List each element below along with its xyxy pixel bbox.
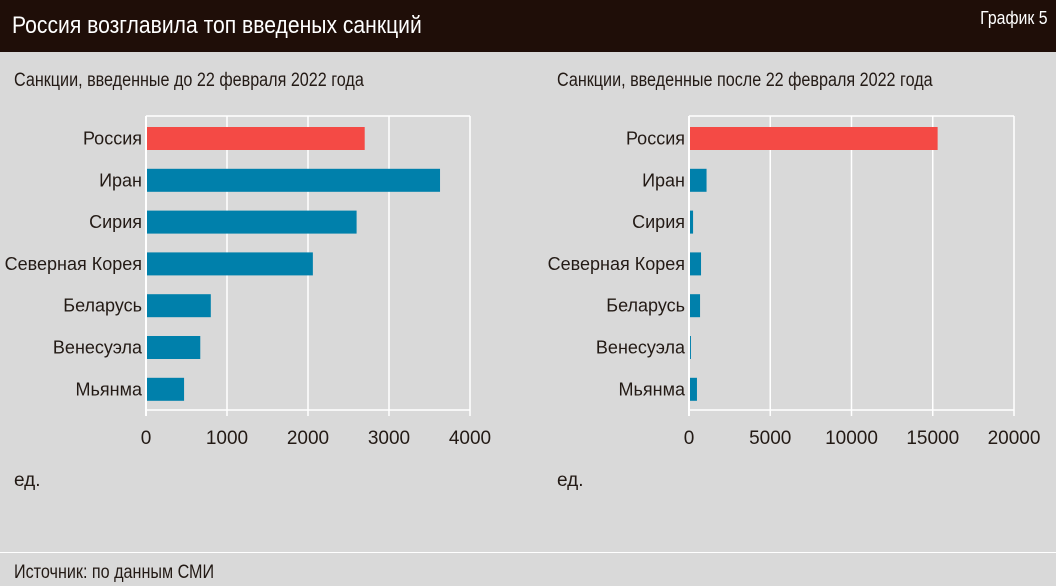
- page-title: Россия возглавила топ введеных санкций: [12, 12, 422, 39]
- bar-Беларусь: [689, 294, 701, 318]
- bar-Северная Корея: [146, 252, 313, 276]
- category-label: Беларусь: [606, 296, 685, 316]
- tick-label: 20000: [988, 428, 1041, 449]
- bar-Мьянма: [146, 377, 185, 401]
- tick-label: 3000: [368, 428, 410, 449]
- left-chart-title: Санкции, введенные до 22 февраля 2022 го…: [14, 70, 364, 91]
- bar-Беларусь: [146, 294, 211, 318]
- tick-label: 0: [684, 428, 695, 449]
- category-label: Иран: [642, 170, 685, 190]
- category-label: Россия: [626, 129, 685, 149]
- tick-label: 1000: [206, 428, 248, 449]
- bar-Сирия: [146, 210, 357, 234]
- category-label: Венесуэла: [596, 338, 686, 358]
- bar-Венесуэла: [146, 336, 201, 359]
- bar-Россия: [689, 127, 938, 150]
- category-label: Мьянма: [619, 379, 686, 399]
- header: Россия возглавила топ введеных санкций Г…: [0, 0, 1056, 52]
- bar-Сирия: [689, 210, 694, 234]
- footer-divider: [0, 552, 1056, 553]
- category-label: Сирия: [89, 212, 142, 232]
- right-unit-label: ед.: [557, 470, 584, 491]
- category-label: Венесуэла: [53, 338, 143, 358]
- bar-Северная Корея: [689, 252, 702, 276]
- tick-label: 2000: [287, 428, 329, 449]
- tick-label: 0: [141, 428, 152, 449]
- category-label: Иран: [99, 170, 142, 190]
- bar-Иран: [689, 168, 707, 192]
- tick-label: 5000: [749, 428, 791, 449]
- bar-Россия: [146, 127, 365, 150]
- chart-number: График 5: [980, 8, 1048, 28]
- category-label: Северная Корея: [548, 254, 685, 274]
- category-label: Беларусь: [63, 296, 142, 316]
- category-label: Россия: [83, 129, 142, 149]
- source-note: Источник: по данным СМИ: [14, 562, 215, 583]
- tick-label: 4000: [449, 428, 491, 449]
- category-label: Мьянма: [76, 379, 143, 399]
- right-chart-title: Санкции, введенные после 22 февраля 2022…: [557, 70, 933, 91]
- category-label: Сирия: [632, 212, 685, 232]
- bar-Мьянма: [689, 377, 697, 401]
- tick-label: 10000: [825, 428, 878, 449]
- tick-label: 15000: [906, 428, 959, 449]
- bar-Иран: [146, 168, 441, 192]
- left-unit-label: ед.: [14, 470, 41, 491]
- category-label: Северная Корея: [5, 254, 142, 274]
